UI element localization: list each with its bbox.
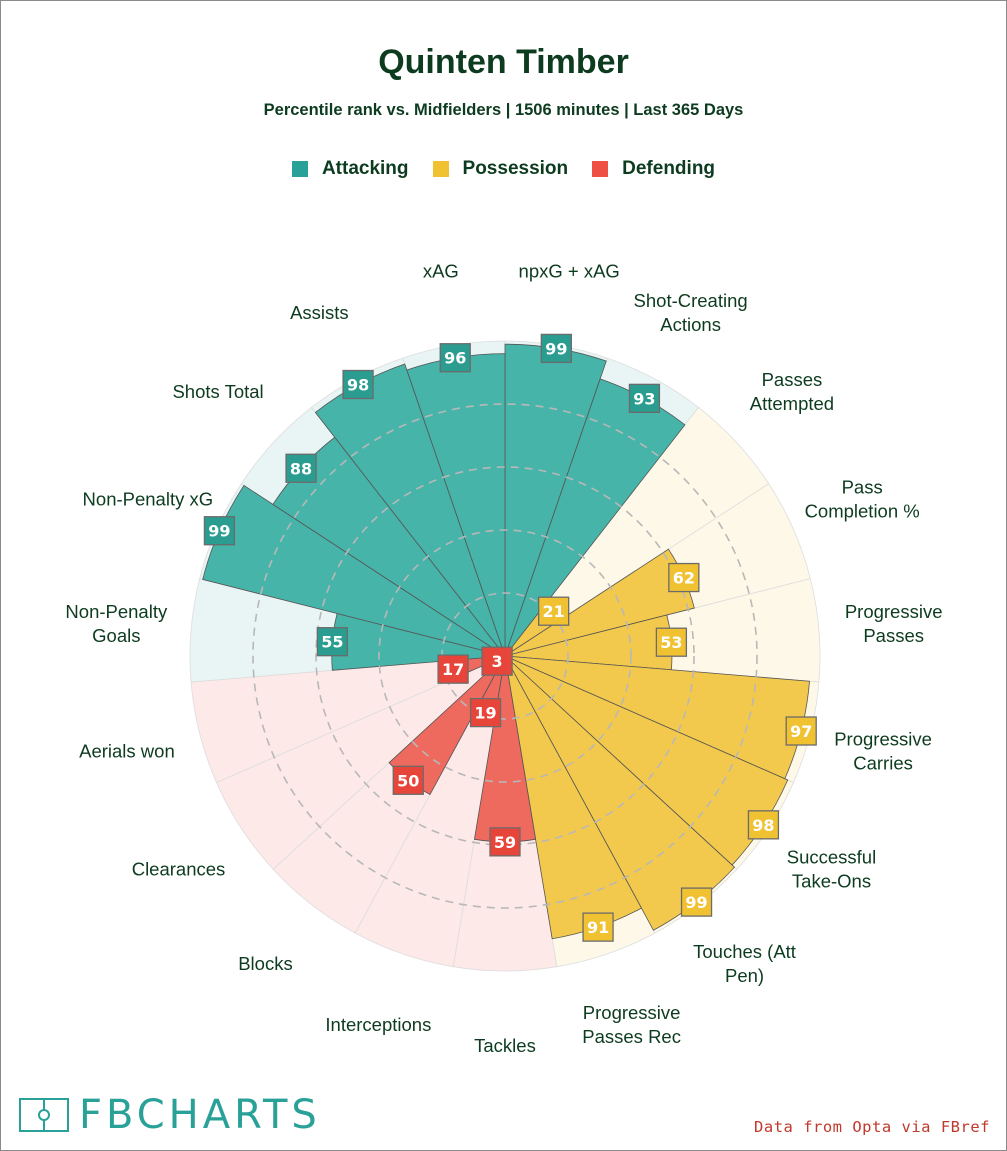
value-label-progressive-passes-rec: 91 [582,912,614,942]
value-label-npxg-xag: 99 [540,333,572,364]
category-label-progressive-passes: Progressive Passes [845,601,943,646]
category-label-pass-completion: Pass Completion % [805,476,920,521]
svg-text:93: 93 [633,389,655,408]
value-label-progressive-carries: 97 [785,716,817,746]
category-label-passes-attempted: Passes Attempted [750,369,834,414]
svg-text:88: 88 [290,459,312,478]
svg-text:99: 99 [545,339,567,358]
value-label-xag: 96 [439,343,471,373]
value-label-touches-att-pen: 99 [680,887,713,917]
legend-label-attacking: Attacking [321,158,409,179]
value-label-shot-creating-actions: 93 [628,383,661,414]
category-label-interceptions: Interceptions [325,1014,431,1035]
logo-text: FBCHARTS [79,1092,321,1138]
svg-text:99: 99 [208,522,230,541]
chart-subtitle: Percentile rank vs. Midfielders | 1506 m… [263,101,744,119]
value-label-blocks: 50 [392,765,424,795]
fbcharts-logo: FBCHARTS [19,1095,321,1135]
legend-label-possession: Possession [462,158,569,179]
svg-text:98: 98 [347,376,369,395]
category-label-xag: xAG [423,260,459,281]
bars [202,343,810,940]
value-label-non-penalty-goals: 55 [316,627,348,657]
legend-swatch-defending [592,161,609,177]
svg-text:53: 53 [660,633,682,652]
legend-item-defending: Defending [592,158,715,180]
svg-text:98: 98 [752,816,774,835]
pitch-icon [19,1098,69,1132]
svg-text:17: 17 [442,660,464,679]
value-labels: 99 93 21 62 53 97 98 99 91 59 19 50 3 17 55 99 88 98 96 [203,333,817,942]
svg-text:55: 55 [321,633,343,652]
data-credit: Data from Opta via FBref [754,1118,990,1136]
category-label-shot-creating-actions: Shot-Creating Actions [634,290,748,335]
grid-ring-2 [378,529,632,783]
grid-ring-4 [252,403,758,909]
category-label-non-penalty-goals: Non-Penalty Goals [65,601,168,646]
legend-item-possession: Possession [432,158,569,180]
category-label-clearances: Clearances [132,858,226,879]
svg-text:91: 91 [587,918,609,937]
category-label-aerials-won: Aerials won [79,741,175,762]
value-label-assists: 98 [342,369,374,400]
svg-text:96: 96 [444,349,466,368]
legend-item-attacking: Attacking [291,158,409,180]
value-label-shots-total: 88 [285,453,317,483]
category-label-successful-take-ons: Successful Take-Ons [787,846,876,891]
value-label-pass-completion: 62 [668,562,700,593]
svg-text:99: 99 [685,893,707,912]
svg-text:19: 19 [474,704,496,723]
category-label-shots-total: Shots Total [172,381,263,402]
category-label-assists: Assists [290,302,349,323]
svg-text:3: 3 [492,652,503,671]
value-label-progressive-passes: 53 [655,627,688,657]
category-label-progressive-passes-rec: Progressive Passes Rec [582,1002,681,1047]
category-label-tackles: Tackles [474,1035,536,1056]
legend: Attacking Possession Defending [1,158,1006,180]
value-label-non-penalty-xg: 99 [203,516,236,546]
legend-label-defending: Defending [622,158,716,179]
category-label-blocks: Blocks [238,953,293,974]
value-label-aerials-won: 17 [437,654,469,684]
value-label-passes-attempted: 21 [538,596,570,626]
category-label-non-penalty-xg: Non-Penalty xG [83,488,214,509]
category-label-touches-att-pen: Touches (Att Pen) [693,941,796,986]
legend-swatch-attacking [291,161,308,177]
svg-text:59: 59 [494,833,516,852]
value-label-tackles: 59 [489,827,521,857]
svg-text:21: 21 [543,602,565,621]
value-label-clearances: 3 [481,646,513,676]
chart-title: Quinten Timber [378,43,629,81]
legend-swatch-possession [432,161,449,177]
category-label-progressive-carries: Progressive Carries [834,729,932,774]
category-label-npxg-xag: npxG + xAG [519,260,620,281]
value-label-interceptions: 19 [469,697,502,728]
svg-text:97: 97 [790,722,812,741]
svg-text:62: 62 [673,569,695,588]
svg-text:50: 50 [397,771,419,790]
value-label-successful-take-ons: 98 [747,810,780,840]
